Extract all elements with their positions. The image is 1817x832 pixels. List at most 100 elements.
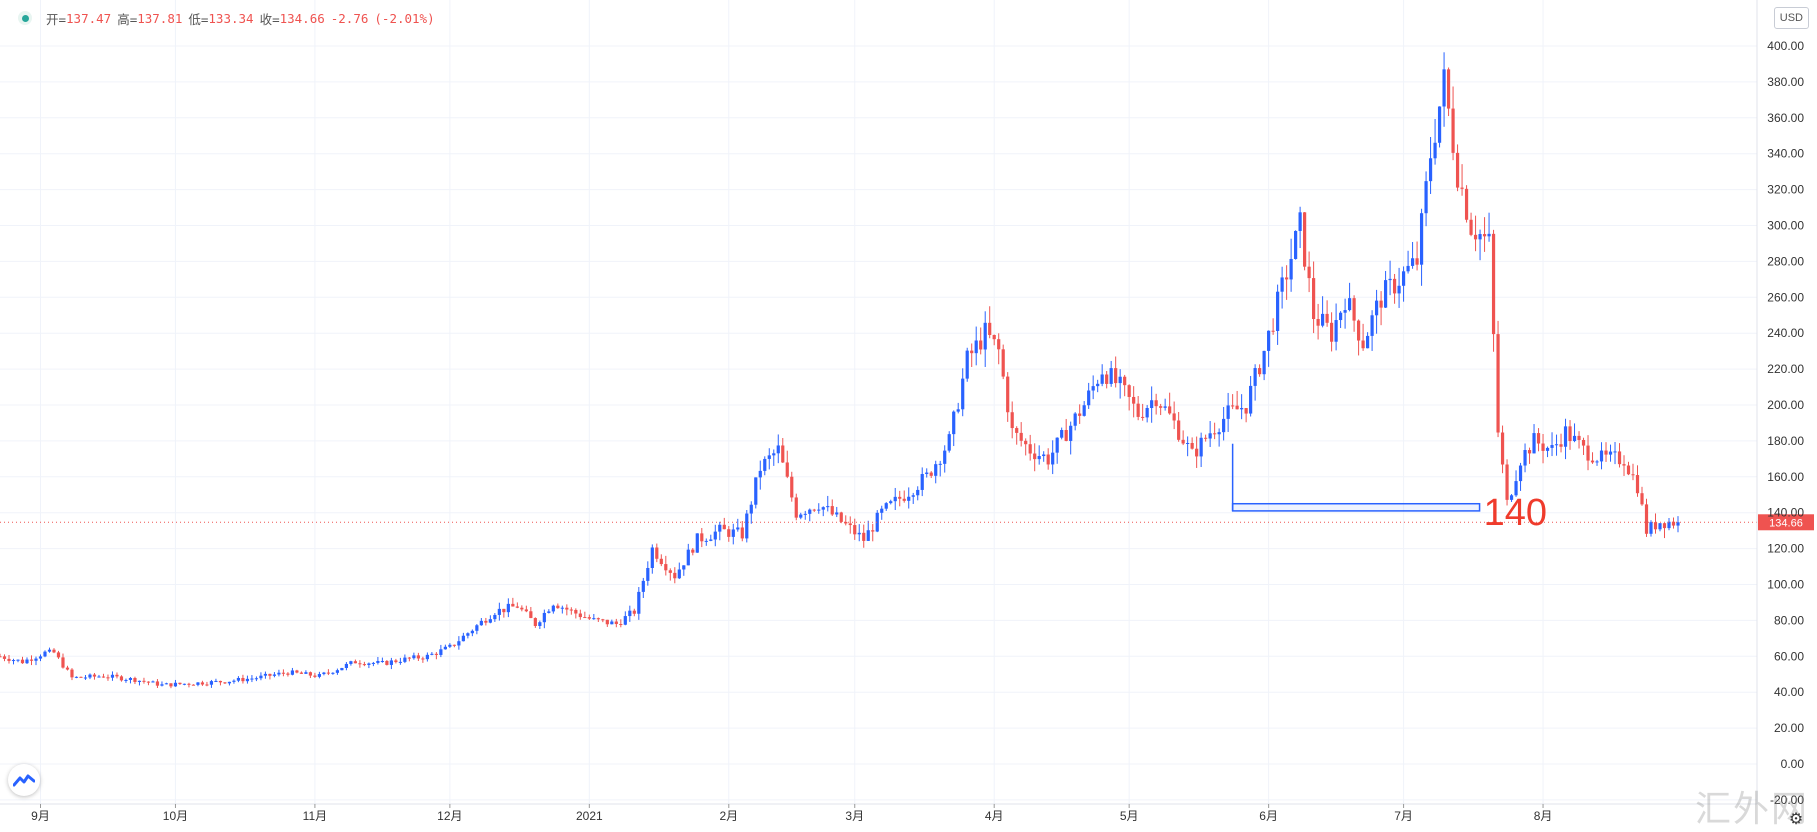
candle-body [1069,425,1073,441]
candle-body [1563,426,1568,447]
candle-body [722,524,726,530]
candle-body [1347,298,1352,311]
x-tick-label: 4月 [985,809,1004,823]
candle-body [322,672,326,675]
candle-body [11,660,16,662]
candle-body [992,334,996,340]
candle-body [1496,334,1500,433]
y-tick-label: 160.00 [1767,470,1804,484]
candle-body [1096,383,1100,387]
candle-body [394,660,398,663]
x-tick-label: 2月 [719,809,738,823]
candle-body [371,662,375,664]
candle-body [754,477,758,505]
tradingview-logo-icon[interactable] [8,764,40,796]
candle-body [191,684,196,686]
candle-body [1676,522,1680,526]
candle-body [1545,447,1550,451]
candle-body [1631,474,1635,476]
candle-body [79,676,83,678]
candle-body [1406,265,1410,272]
candle-body [1046,454,1050,465]
candle-body [1415,258,1419,265]
candle-body [587,617,591,619]
annotation-range-box[interactable] [1231,502,1481,512]
candle-body [538,622,542,626]
candle-body [1442,69,1446,107]
candle-body [997,339,1001,350]
y-tick-label: 80.00 [1774,613,1804,627]
candle-body [677,569,681,579]
candle-body [1303,212,1307,267]
candle-body [515,606,519,608]
candle-body [745,513,749,539]
candle-body [340,667,344,671]
candle-body [682,565,686,570]
candle-body [1253,368,1257,386]
candle-body [1267,330,1271,351]
candle-body [979,340,983,350]
candle-body [1199,437,1203,457]
candle-body [326,672,331,674]
candle-body [1105,374,1109,384]
candle-body [1541,443,1545,451]
candle-body [1518,465,1523,482]
candle-body [1361,340,1365,349]
overlay-layer: 134.66 140 [0,443,1814,534]
candle-body [1154,400,1158,407]
candle-body [1437,106,1442,143]
y-tick-label: 340.00 [1767,147,1804,161]
candle-body [1181,439,1185,444]
candle-body [1240,408,1244,410]
candle-body [533,618,537,626]
candle-body [961,378,965,410]
candle-body [380,660,384,662]
candle-body [1640,493,1644,505]
candle-body [1294,230,1298,259]
candle-body [929,472,933,476]
currency-button[interactable]: USD [1773,7,1809,29]
candle-body [227,681,232,684]
candle-body [142,680,146,682]
candle-body [794,497,798,518]
candle-body [1559,444,1563,447]
settings-gear-icon[interactable]: ⚙ [1788,811,1804,828]
candle-body [439,649,443,655]
candle-body [155,681,160,686]
candle-body [1365,335,1370,349]
candle-body [1073,413,1077,426]
candle-body [1262,350,1266,375]
candle-body [1604,450,1608,455]
candle-body [803,513,807,515]
y-tick-label: 200.00 [1767,398,1804,412]
candle-body [1298,212,1302,231]
candle-body [115,674,119,677]
candle-body [1177,420,1181,440]
candle-body [974,340,978,354]
candle-body [1671,521,1676,526]
candle-body [614,621,618,625]
candle-body [1334,320,1338,342]
candle-body [673,572,677,579]
candle-body [1428,158,1433,182]
candle-body [367,663,371,665]
candle-body [839,512,843,522]
candle-body [1662,523,1667,529]
candle-body [808,509,812,514]
candle-body [34,658,38,661]
candle-body [29,659,34,661]
candle-body [1514,481,1518,496]
y-tick-label: 220.00 [1767,362,1804,376]
candle-body [259,675,263,679]
candle-body [97,676,101,678]
candle-body [295,670,299,673]
candle-body [1271,330,1275,332]
candle-body [1487,233,1491,237]
candle-body [1276,291,1280,332]
y-tick-label: 0.00 [1781,757,1805,771]
candle-body [893,496,897,502]
candle-body [542,612,546,623]
candle-body [1091,386,1095,391]
